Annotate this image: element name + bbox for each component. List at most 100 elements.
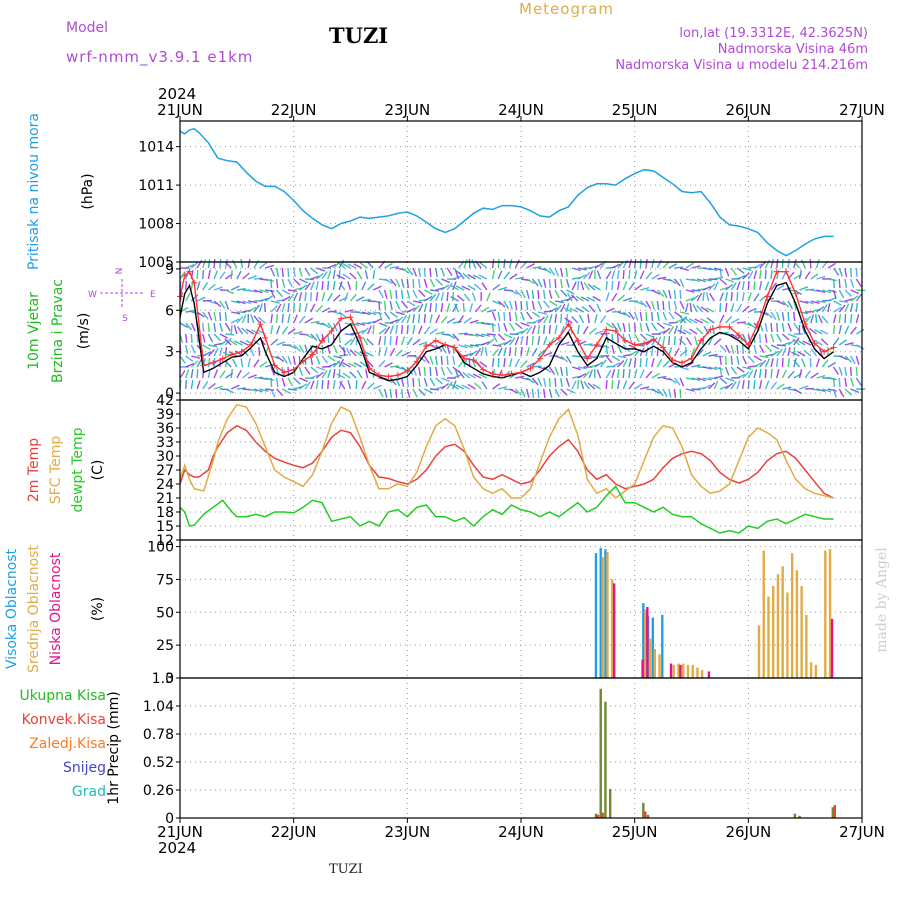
wind-barb: [435, 355, 438, 365]
wind-barb: [776, 300, 786, 306]
wind-barb: [349, 336, 356, 346]
wind-barb: [567, 292, 573, 302]
wind-barb: [753, 293, 760, 302]
wind-barb: [832, 314, 837, 324]
wind-barb: [719, 292, 724, 302]
wind-barb: [276, 289, 284, 298]
legend-label-cloud: Visoka Oblacnost: [4, 548, 20, 669]
wind-barb: [258, 303, 263, 313]
wind-barb: [230, 318, 240, 324]
wind-barb: [253, 277, 263, 280]
wind-barb: [338, 368, 341, 379]
wind-barb: [361, 327, 369, 335]
x-tick-label-bottom: 21JUN: [157, 823, 203, 841]
wind-barb: [838, 267, 843, 277]
wind-barb: [691, 364, 701, 368]
wind-barb: [844, 278, 848, 288]
wind-barb: [196, 368, 199, 379]
y-tick-label: 42: [156, 393, 174, 409]
gust-marker: [181, 272, 188, 279]
wind-barb: [569, 307, 579, 313]
wind-barb: [787, 333, 797, 338]
wind-barb: [692, 303, 698, 313]
wind-barb: [801, 358, 806, 368]
wind-barb: [491, 270, 496, 280]
wind-barb: [304, 381, 311, 390]
wind-barb: [406, 289, 411, 299]
wind-barb: [347, 263, 357, 269]
wind-barb: [855, 355, 860, 365]
y-tick-label: 75: [156, 572, 174, 588]
y-tick-label: 15: [156, 519, 174, 535]
wind-barb: [275, 267, 280, 277]
wind-barb: [406, 300, 416, 307]
wind-barb: [759, 281, 763, 291]
wind-barb: [233, 325, 238, 335]
wind-barb: [781, 357, 784, 368]
wind-barb: [231, 300, 241, 304]
wind-barb: [418, 388, 426, 396]
wind-barb: [281, 303, 286, 313]
bar-cloud: [772, 586, 775, 678]
wind-barb: [594, 330, 604, 335]
wind-barb: [503, 271, 511, 280]
wind-barb: [849, 303, 854, 313]
wind-barb: [677, 329, 687, 335]
wind-barb: [321, 355, 329, 364]
wind-barb: [628, 282, 635, 291]
wind-barb: [793, 300, 797, 310]
wind-barb: [531, 289, 535, 300]
wind-barb: [673, 278, 681, 287]
wind-barb: [356, 322, 366, 326]
y-tick-label: 1.3: [152, 671, 174, 687]
wind-barb: [207, 258, 211, 269]
wind-barb: [354, 350, 363, 357]
bar-cloud: [677, 663, 680, 678]
panel-precip: [176, 677, 863, 819]
wind-barb: [367, 311, 377, 316]
wind-barb: [372, 318, 382, 324]
wind-barb: [293, 278, 301, 286]
wind-barb: [565, 278, 570, 288]
series-line-temperature: [179, 403, 834, 499]
wind-barb: [452, 291, 455, 302]
bar-cloud: [594, 553, 598, 678]
wind-barb: [270, 325, 274, 335]
wind-barb: [560, 377, 563, 388]
wind-barb: [435, 377, 443, 385]
wind-barb: [424, 295, 433, 302]
wind-barb: [486, 333, 496, 336]
bar-cloud: [814, 664, 818, 678]
gust-marker: [773, 268, 780, 275]
wind-barb: [679, 267, 689, 272]
wind-barb: [281, 326, 289, 335]
bar-cloud: [776, 574, 780, 678]
wind-barb: [616, 269, 620, 280]
wind-barb: [481, 381, 488, 390]
y-axis-label-pressure: (hPa): [80, 173, 96, 209]
wind-barb: [253, 376, 263, 379]
wind-barb: [259, 262, 268, 269]
wind-barb: [714, 267, 724, 272]
wind-barb: [287, 314, 291, 324]
wind-barb: [240, 357, 244, 368]
y-tick-label: 24: [156, 477, 174, 493]
wind-barb: [315, 380, 319, 390]
wind-barb: [622, 311, 631, 319]
wind-barb: [202, 311, 209, 320]
wind-barb: [395, 388, 398, 399]
wind-barb: [578, 314, 585, 324]
bar-precip: [604, 701, 607, 818]
wind-barb: [365, 369, 369, 379]
wind-barb: [491, 333, 498, 343]
gust-marker: [186, 268, 193, 275]
wind-barb: [196, 281, 201, 291]
wind-barb: [503, 322, 508, 332]
wind-barb: [390, 365, 400, 368]
wind-barb: [497, 300, 506, 308]
wind-barb: [196, 269, 199, 280]
wind-barb: [702, 351, 712, 357]
wind-barb: [503, 311, 506, 322]
wind-barb: [429, 355, 434, 365]
wind-barb: [202, 381, 209, 390]
